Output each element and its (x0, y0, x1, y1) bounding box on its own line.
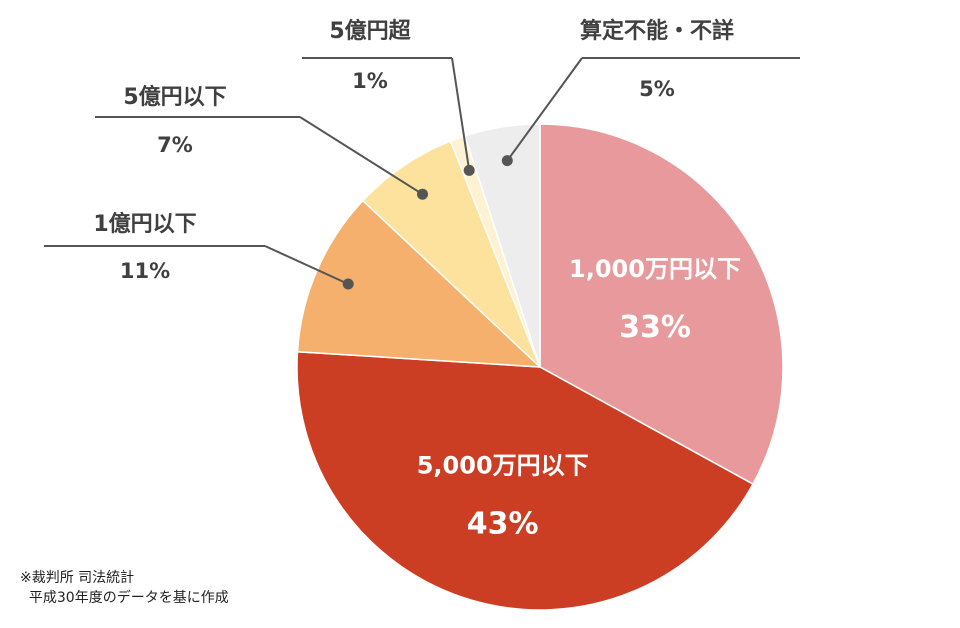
slice-label-value-0: 33% (619, 310, 691, 345)
leader-dot-2 (342, 278, 354, 290)
slice-label-name-4: 5億円超 (329, 18, 411, 44)
source-note-line1: ※裁判所 司法統計 (20, 570, 135, 586)
slice-label-value-4: 1% (352, 69, 388, 93)
slice-labels: 1,000万円以下 33% 5,000万円以下 43% 1億円以下 11% 5億円以下 7% 5… (93, 18, 741, 541)
source-note-line2: 平成30年度のデータを基に作成 (20, 590, 229, 606)
leader-connector-5 (506, 57, 583, 162)
slice-label-value-3: 7% (157, 133, 193, 157)
slice-label-name-2: 1億円以下 (93, 211, 196, 237)
leader-connector-2 (264, 245, 349, 285)
slice-label-name-0: 1,000万円以下 (569, 255, 741, 283)
leader-lines (44, 57, 800, 290)
pie-slice-3 (361, 140, 541, 368)
slice-label-value-5: 5% (639, 77, 675, 101)
leader-connector-4 (451, 57, 471, 171)
source-note: ※裁判所 司法統計 平成30年度のデータを基に作成 (20, 568, 229, 608)
pie-slice-1 (296, 350, 754, 611)
slice-label-name-3: 5億円以下 (123, 84, 226, 110)
leader-dot-4 (463, 164, 475, 176)
pie-slice-5 (463, 123, 541, 368)
leader-connector-3 (299, 116, 424, 196)
leader-dot-3 (417, 188, 428, 200)
slice-label-value-2: 11% (120, 259, 170, 283)
slice-label-name-1: 5,000万円以下 (417, 451, 589, 479)
pie-slices (296, 123, 784, 611)
leader-dot-5 (501, 155, 513, 167)
slice-label-value-1: 43% (467, 506, 539, 541)
slice-label-name-5: 算定不能・不詳 (580, 18, 734, 44)
pie-slice-0 (539, 123, 784, 486)
